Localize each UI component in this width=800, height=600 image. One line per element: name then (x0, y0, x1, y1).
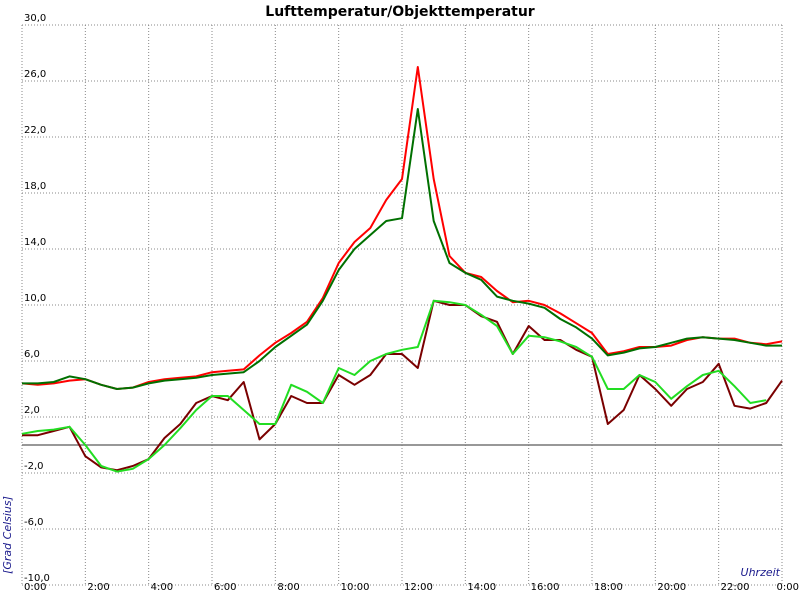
y-tick-label: 10,0 (24, 293, 46, 304)
series-line (21, 299, 767, 473)
y-axis-label: [Grad Celsius] (1, 496, 14, 574)
y-tick-label: -10,0 (24, 573, 50, 584)
x-tick-label: 22:00 (721, 582, 750, 593)
x-tick-label: 12:00 (404, 582, 433, 593)
x-tick-label: 4:00 (151, 582, 173, 593)
y-tick-label: 14,0 (24, 237, 46, 248)
chart-title: Lufttemperatur/Objekttemperatur (265, 4, 535, 20)
y-tick-label: 18,0 (24, 181, 46, 192)
y-tick-label: 2,0 (24, 405, 40, 416)
y-tick-label: 22,0 (24, 125, 46, 136)
y-tick-label: 30,0 (24, 13, 46, 24)
x-tick-label: 0:00 (24, 582, 46, 593)
x-tick-label: 18:00 (594, 582, 623, 593)
x-tick-label: 16:00 (531, 582, 560, 593)
x-tick-label: 20:00 (657, 582, 686, 593)
x-tick-label: 0:00 (777, 582, 799, 593)
y-tick-label: -2,0 (24, 461, 44, 472)
y-tick-label: 6,0 (24, 349, 40, 360)
y-tick-label: 26,0 (24, 69, 46, 80)
x-tick-label: 10:00 (341, 582, 370, 593)
x-tick-label: 6:00 (214, 582, 236, 593)
y-tick-label: -6,0 (24, 517, 44, 528)
series-line (22, 108, 782, 390)
x-axis-label: Uhrzeit (741, 566, 781, 579)
x-tick-label: 14:00 (467, 582, 496, 593)
x-tick-label: 2:00 (87, 582, 109, 593)
x-tick-label: 8:00 (277, 582, 299, 593)
